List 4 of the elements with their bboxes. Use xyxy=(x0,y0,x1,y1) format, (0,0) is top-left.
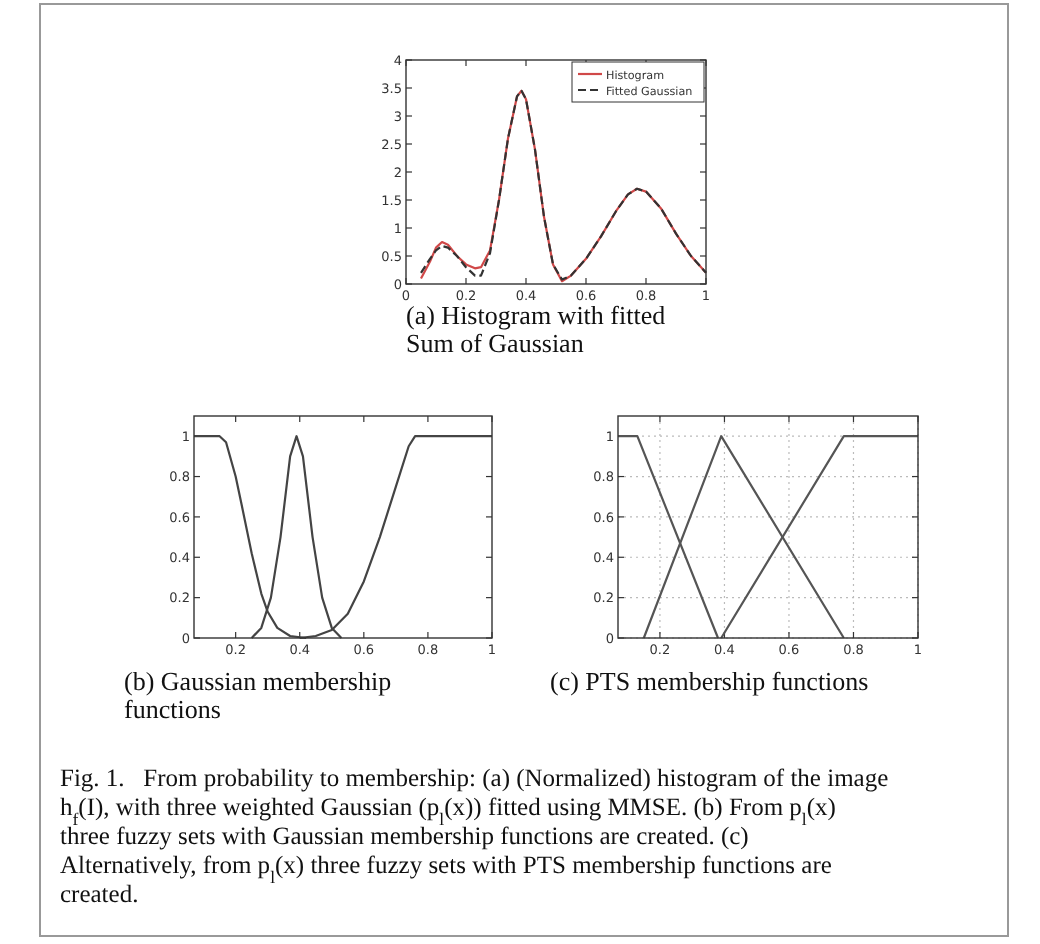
text: (b) Gaussian membership functions xyxy=(124,666,392,724)
text: (a) Histogram with fitted Sum of Gaussian xyxy=(406,300,667,358)
text: Fig. 1. From probability to membership: (a) (Normalized) histogram of the image h$_{f}$(I), with three weighted Gaussian (p$_{l}$(x)) fitted using MMSE. (b) From p$_{l}$(x) three fuzzy sets with Gaussian membership functions are created. (c) Alternatively, from p$_{l}$(x) three fuzzy sets with PTS membership functions are created. xyxy=(60,764,889,908)
text: (c) PTS membership functions xyxy=(550,666,869,696)
